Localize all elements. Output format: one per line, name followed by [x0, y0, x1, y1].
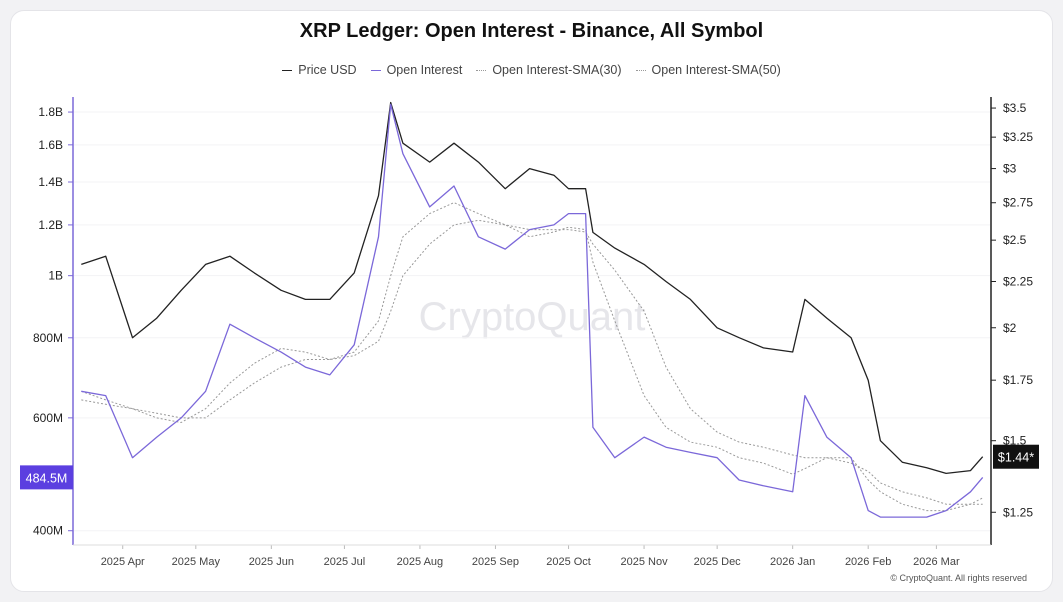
grid-lines — [74, 111, 990, 532]
series-line-oi-sma30[interactable] — [81, 202, 983, 512]
left-tick-label: 400M — [33, 524, 63, 538]
right-tick-label: $3 — [1003, 162, 1017, 176]
x-tick-label: 2025 Apr — [101, 556, 145, 568]
right-tick-label: $3.25 — [1003, 130, 1033, 144]
series-line-oi-sma50[interactable] — [81, 219, 983, 505]
left-tick-label: 1.8B — [38, 105, 63, 119]
left-current-badge — [20, 465, 73, 490]
series-lines — [81, 101, 984, 518]
chart-legend: Price USD Open Interest Open Interest-SM… — [0, 63, 1063, 77]
current-value-badges: 484.5M $1.44* — [20, 444, 1039, 490]
left-current-value: 484.5M — [26, 471, 68, 485]
left-axis-ticks: 400M 600M 800M 1B 1.2B 1.4B 1.6B 1.8B — [33, 105, 73, 538]
right-tick-label: $1.25 — [1003, 505, 1033, 519]
right-current-badge — [993, 444, 1039, 469]
x-tick-label: 2025 Nov — [621, 556, 669, 568]
x-tick-label: 2025 Dec — [694, 556, 742, 568]
series-line-price[interactable] — [81, 101, 984, 475]
left-tick-label: 1.6B — [38, 138, 63, 152]
right-tick-label: $2.5 — [1003, 233, 1027, 247]
left-tick-label: 1.2B — [38, 218, 63, 232]
legend-item-price[interactable]: Price USD — [282, 63, 357, 77]
legend-swatch-oi-sma30 — [476, 69, 487, 71]
left-tick-label: 1.4B — [38, 175, 63, 189]
legend-swatch-open-interest — [370, 69, 381, 71]
x-tick-label: 2026 Jan — [770, 556, 815, 568]
x-tick-label: 2025 May — [172, 556, 221, 568]
x-tick-label: 2025 Oct — [546, 556, 591, 568]
x-tick-label: 2025 Sep — [472, 556, 519, 568]
series-line-open-interest[interactable] — [81, 103, 984, 518]
x-tick-label: 2025 Aug — [397, 556, 444, 568]
copyright-text: © CryptoQuant. All rights reserved — [890, 573, 1027, 583]
legend-item-oi-sma30[interactable]: Open Interest-SMA(30) — [476, 63, 622, 77]
right-tick-label: $1.75 — [1003, 373, 1033, 387]
right-tick-label: $2 — [1003, 321, 1017, 335]
legend-swatch-oi-sma50 — [635, 69, 646, 71]
right-current-value: $1.44* — [998, 451, 1034, 465]
legend-item-open-interest[interactable]: Open Interest — [370, 63, 463, 77]
right-axis-ticks: $1.25 $1.5 $1.75 $2 $2.25 $2.5 $2.75 $3 $3.25 $3.… — [991, 101, 1033, 519]
right-tick-label: $2.25 — [1003, 275, 1033, 289]
right-tick-label: $1.5 — [1003, 434, 1027, 448]
plot-area — [74, 97, 990, 545]
x-tick-label: 2025 Jun — [249, 556, 294, 568]
right-tick-label: $3.5 — [1003, 101, 1027, 115]
chart-title: XRP Ledger: Open Interest - Binance, All… — [299, 20, 764, 42]
legend-label-price: Price USD — [298, 63, 357, 77]
x-tick-label: 2025 Jul — [324, 556, 366, 568]
legend-swatch-price — [282, 69, 293, 71]
x-axis-ticks: 2025 Apr 2025 May 2025 Jun 2025 Jul 2025 Aug… — [101, 545, 960, 568]
legend-label-oi-sma30: Open Interest-SMA(30) — [492, 63, 622, 77]
legend-item-oi-sma50[interactable]: Open Interest-SMA(50) — [635, 63, 781, 77]
left-tick-label: 800M — [33, 331, 63, 345]
x-tick-label: 2026 Feb — [845, 556, 891, 568]
watermark-text: CryptoQuant — [419, 295, 646, 339]
x-tick-label: 2026 Mar — [913, 556, 960, 568]
left-tick-label: 600M — [33, 411, 63, 425]
legend-label-oi-sma50: Open Interest-SMA(50) — [651, 63, 781, 77]
left-tick-label: 1B — [48, 269, 63, 283]
right-tick-label: $2.75 — [1003, 196, 1033, 210]
legend-label-open-interest: Open Interest — [386, 63, 463, 77]
